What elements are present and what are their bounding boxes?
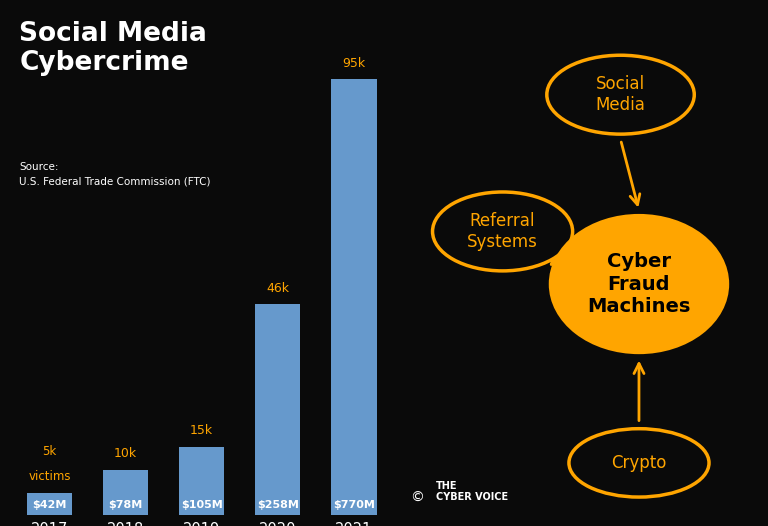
Text: 46k: 46k [266, 282, 289, 295]
Text: ©: © [410, 491, 424, 505]
Text: Cyber
Fraud
Machines: Cyber Fraud Machines [588, 252, 690, 316]
Text: $258M: $258M [257, 500, 299, 510]
Ellipse shape [432, 192, 573, 271]
Bar [255, 305, 300, 515]
Text: Social
Media: Social Media [596, 75, 645, 115]
Text: Source:
U.S. Federal Trade Commission (FTC): Source: U.S. Federal Trade Commission (F… [19, 162, 210, 186]
Text: 5k: 5k [42, 445, 57, 458]
Text: $105M: $105M [180, 500, 223, 510]
Text: Referral
Systems: Referral Systems [467, 211, 538, 251]
Bar [103, 470, 148, 515]
Text: $42M: $42M [32, 500, 67, 510]
Text: THE
CYBER VOICE: THE CYBER VOICE [436, 481, 508, 502]
Ellipse shape [547, 55, 694, 134]
Text: $770M: $770M [333, 500, 375, 510]
Ellipse shape [569, 429, 709, 497]
Text: victims: victims [28, 470, 71, 483]
Text: 15k: 15k [190, 424, 214, 438]
Text: 10k: 10k [114, 448, 137, 460]
Text: Social Media
Cybercrime: Social Media Cybercrime [19, 21, 207, 76]
Bar [179, 447, 224, 515]
Bar [331, 79, 376, 515]
Text: $78M: $78M [108, 500, 143, 510]
Text: Crypto: Crypto [611, 454, 667, 472]
Text: 95k: 95k [342, 57, 366, 70]
Bar [27, 492, 72, 515]
Ellipse shape [551, 216, 727, 352]
